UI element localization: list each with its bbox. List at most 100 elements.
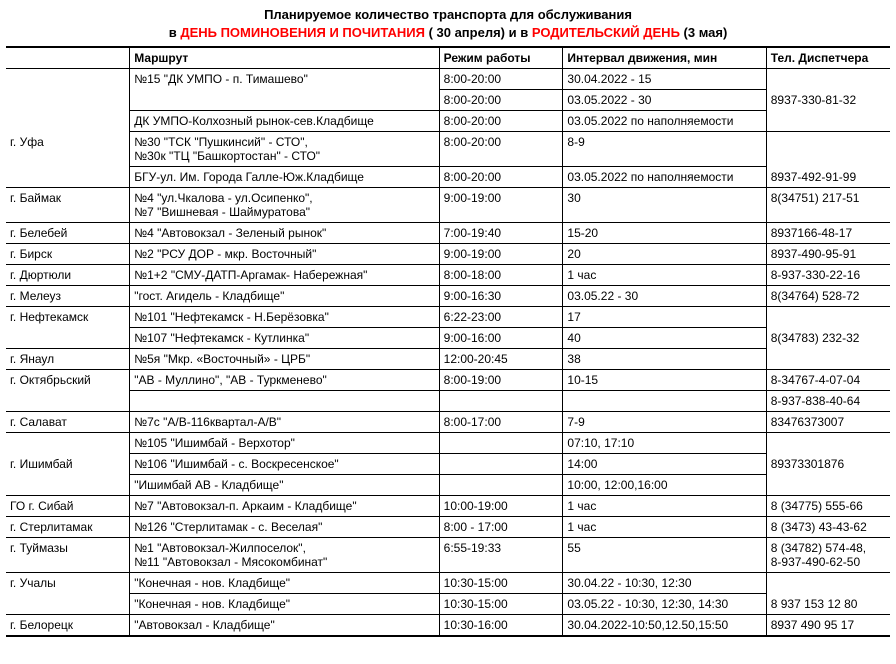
cell-phone <box>766 132 890 167</box>
cell-hours: 10:30-15:00 <box>439 594 563 615</box>
table-row: ДК УМПО-Колхозный рынок-сев.Кладбище8:00… <box>6 111 890 132</box>
title-line-2: в ДЕНЬ ПОМИНОВЕНИЯ И ПОЧИТАНИЯ ( 30 апре… <box>6 24 890 42</box>
cell-route: №126 "Стерлитамак - с. Веселая" <box>130 517 439 538</box>
cell-interval: 15-20 <box>563 223 766 244</box>
cell-route: №106 "Ишимбай - с. Воскресенское" <box>130 454 439 475</box>
cell-route: №1+2 "СМУ-ДАТП-Аргамак- Набережная" <box>130 265 439 286</box>
cell-hours: 9:00-16:30 <box>439 286 563 307</box>
table-row: г. Баймак№4 "ул.Чкалова - ул.Осипенко",№… <box>6 188 890 223</box>
cell-hours: 8:00-20:00 <box>439 69 563 90</box>
cell-phone <box>766 573 890 594</box>
cell-route <box>130 391 439 412</box>
cell-phone <box>766 475 890 496</box>
cell-city: г. Мелеуз <box>6 286 130 307</box>
cell-route: "Конечная - нов. Кладбище" <box>130 594 439 615</box>
cell-phone: 8937-490-95-91 <box>766 244 890 265</box>
table-row: г. Белорецк"Автовокзал - Кладбище"10:30-… <box>6 615 890 636</box>
cell-interval: 20 <box>563 244 766 265</box>
cell-interval: 8-9 <box>563 132 766 167</box>
cell-city: г. Туймазы <box>6 538 130 573</box>
cell-city: г. Белорецк <box>6 615 130 636</box>
table-row: г. Туймазы№1 "Автовокзал-Жилпоселок",№11… <box>6 538 890 573</box>
title-line-1: Планируемое количество транспорта для об… <box>6 6 890 24</box>
cell-phone <box>766 69 890 90</box>
cell-phone: 8-937-838-40-64 <box>766 391 890 412</box>
cell-phone: 8 (34782) 574-48, 8-937-490-62-50 <box>766 538 890 573</box>
cell-city: ГО г. Сибай <box>6 496 130 517</box>
cell-city <box>6 90 130 111</box>
cell-city <box>6 167 130 188</box>
cell-hours: 9:00-16:00 <box>439 328 563 349</box>
cell-route: №15 "ДК УМПО - п. Тимашево" <box>130 69 439 90</box>
cell-hours: 9:00-19:00 <box>439 244 563 265</box>
cell-interval: 30.04.22 - 10:30, 12:30 <box>563 573 766 594</box>
cell-interval: 7-9 <box>563 412 766 433</box>
cell-hours: 6:55-19:33 <box>439 538 563 573</box>
title-red-2: РОДИТЕЛЬСКИЙ ДЕНЬ <box>532 25 680 40</box>
table-row: "Конечная - нов. Кладбище"10:30-15:0003.… <box>6 594 890 615</box>
header-row: Маршрут Режим работы Интервал движения, … <box>6 48 890 69</box>
cell-route: "Автовокзал - Кладбище" <box>130 615 439 636</box>
cell-hours: 7:00-19:40 <box>439 223 563 244</box>
cell-route: №101 "Нефтекамск - Н.Берёзовка" <box>130 307 439 328</box>
cell-hours: 8:00-18:00 <box>439 265 563 286</box>
cell-phone: 8-937-330-22-16 <box>766 265 890 286</box>
table-row: "Ишимбай АВ - Кладбище"10:00, 12:00,16:0… <box>6 475 890 496</box>
cell-city <box>6 69 130 90</box>
cell-hours: 12:00-20:45 <box>439 349 563 370</box>
cell-interval: 14:00 <box>563 454 766 475</box>
table-row: №15 "ДК УМПО - п. Тимашево"8:00-20:0030.… <box>6 69 890 90</box>
cell-city: г. Белебей <box>6 223 130 244</box>
table-row: г. Нефтекамск№101 "Нефтекамск - Н.Берёзо… <box>6 307 890 328</box>
cell-hours: 8:00-20:00 <box>439 132 563 167</box>
cell-interval: 1 час <box>563 265 766 286</box>
header-city <box>6 48 130 69</box>
cell-phone: 8(34783) 232-32 <box>766 328 890 349</box>
cell-hours <box>439 454 563 475</box>
cell-route: "АВ - Муллино", "АВ - Туркменево" <box>130 370 439 391</box>
cell-interval: 1 час <box>563 517 766 538</box>
cell-city <box>6 433 130 454</box>
header-route: Маршрут <box>130 48 439 69</box>
table-row: г. Дюртюли№1+2 "СМУ-ДАТП-Аргамак- Набере… <box>6 265 890 286</box>
table-row: г. Октябрьский"АВ - Муллино", "АВ - Турк… <box>6 370 890 391</box>
cell-phone: 8937 490 95 17 <box>766 615 890 636</box>
table-row: БГУ-ул. Им. Города Галле-Юж.Кладбище8:00… <box>6 167 890 188</box>
cell-interval <box>563 391 766 412</box>
cell-city: г. Учалы <box>6 573 130 594</box>
cell-hours: 8:00-20:00 <box>439 90 563 111</box>
cell-interval: 03.05.2022 по наполняемости <box>563 167 766 188</box>
cell-phone <box>766 111 890 132</box>
cell-interval: 38 <box>563 349 766 370</box>
cell-city: г. Нефтекамск <box>6 307 130 328</box>
cell-route: "Ишимбай АВ - Кладбище" <box>130 475 439 496</box>
table-row: 8-937-838-40-64 <box>6 391 890 412</box>
cell-city: г. Стерлитамак <box>6 517 130 538</box>
cell-phone: 8(34751) 217-51 <box>766 188 890 223</box>
cell-city: г. Баймак <box>6 188 130 223</box>
cell-phone: 8-34767-4-07-04 <box>766 370 890 391</box>
cell-hours: 10:30-15:00 <box>439 573 563 594</box>
table-row: г. Уфа№30 "ТСК "Пушкинсий" - СТО",№30к "… <box>6 132 890 167</box>
table-row: г. Учалы"Конечная - нов. Кладбище"10:30-… <box>6 573 890 594</box>
cell-interval: 40 <box>563 328 766 349</box>
cell-phone: 8937-492-91-99 <box>766 167 890 188</box>
cell-interval: 1 час <box>563 496 766 517</box>
cell-hours: 8:00-19:00 <box>439 370 563 391</box>
title-mid: ( 30 апреля) и в <box>425 25 532 40</box>
header-phone: Тел. Диспетчера <box>766 48 890 69</box>
cell-interval: 10-15 <box>563 370 766 391</box>
cell-route: №1 "Автовокзал-Жилпоселок",№11 "Автовокз… <box>130 538 439 573</box>
cell-route: №5я "Мкр. «Восточный» - ЦРБ" <box>130 349 439 370</box>
cell-hours <box>439 475 563 496</box>
cell-hours: 8:00 - 17:00 <box>439 517 563 538</box>
cell-city: г. Октябрьский <box>6 370 130 391</box>
header-interval: Интервал движения, мин <box>563 48 766 69</box>
cell-hours: 10:30-16:00 <box>439 615 563 636</box>
table-row: г. Белебей№4 "Автовокзал - Зеленый рынок… <box>6 223 890 244</box>
cell-route: №30 "ТСК "Пушкинсий" - СТО",№30к "ТЦ "Ба… <box>130 132 439 167</box>
cell-hours: 8:00-20:00 <box>439 111 563 132</box>
table-row: г. Мелеуз"гост. Агидель - Кладбище"9:00-… <box>6 286 890 307</box>
cell-phone <box>766 307 890 328</box>
header-hours: Режим работы <box>439 48 563 69</box>
